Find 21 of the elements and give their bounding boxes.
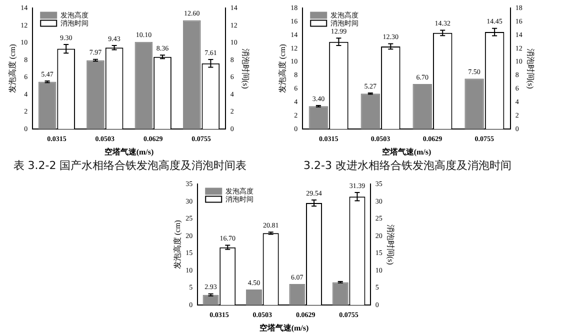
bar (86, 60, 104, 129)
y2-axis-title: 消泡时间(s) (241, 48, 250, 90)
y2-axis-title: 消泡时间(s) (386, 224, 396, 266)
bar (38, 82, 56, 129)
text: 表 3.2-2 国产水相络合铁发泡高度及消泡时间表 (12, 158, 248, 173)
y-axis-title: 发泡高度 (cm) (278, 44, 287, 94)
bar (360, 94, 380, 129)
bar (134, 42, 153, 129)
y-axis-title: 发泡高度 (cm) (172, 220, 182, 270)
bar (412, 84, 432, 129)
bar (308, 106, 328, 129)
bar (289, 284, 306, 305)
x-axis-title: 空塔气速(m/s) (104, 146, 154, 156)
bar (464, 78, 484, 129)
text: 3.2-3 改进水相络合铁发泡高度及消泡时间 (302, 158, 512, 173)
bar (332, 282, 348, 305)
bar (182, 20, 201, 129)
y-axis-title: 发泡高度 (cm) (8, 44, 17, 94)
y2-axis-title: 消泡时间(s) (526, 48, 536, 90)
x-axis-title: 空塔气速(m/s) (259, 322, 309, 332)
x-axis-title: 空塔气速(m/s) (382, 146, 432, 156)
